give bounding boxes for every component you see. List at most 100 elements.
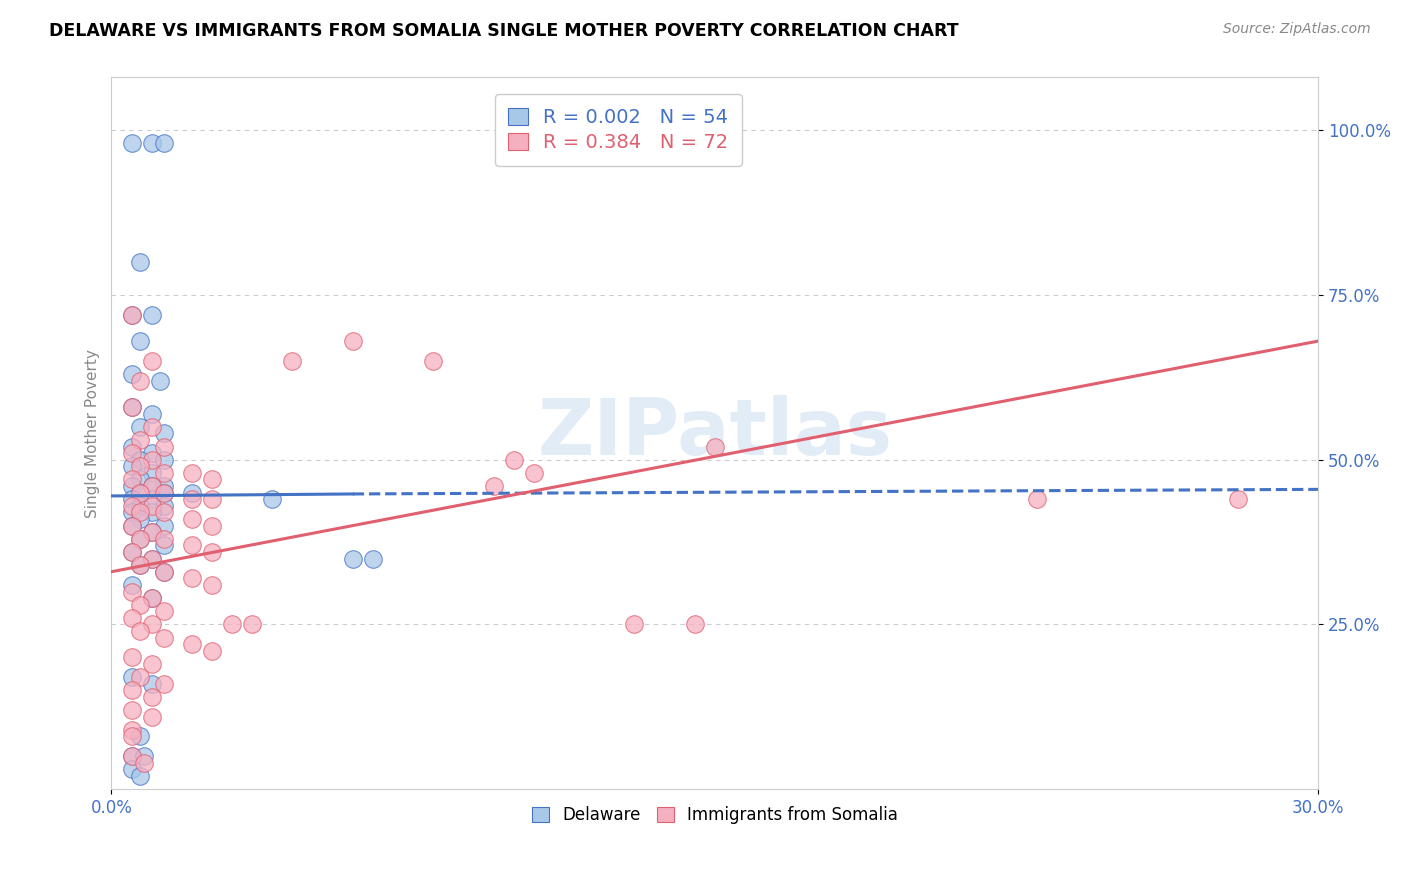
Point	[141, 710, 163, 724]
Point	[152, 565, 174, 579]
Point	[141, 466, 163, 480]
Point	[128, 485, 150, 500]
Point	[141, 446, 163, 460]
Point	[121, 400, 143, 414]
Point	[152, 518, 174, 533]
Point	[121, 683, 143, 698]
Point	[128, 670, 150, 684]
Point	[121, 611, 143, 625]
Point	[128, 558, 150, 573]
Point	[180, 492, 202, 507]
Point	[523, 466, 546, 480]
Point	[141, 591, 163, 606]
Point	[221, 617, 243, 632]
Point	[152, 565, 174, 579]
Point	[141, 677, 163, 691]
Point	[128, 459, 150, 474]
Point	[141, 407, 163, 421]
Point	[141, 452, 163, 467]
Point	[128, 532, 150, 546]
Point	[121, 400, 143, 414]
Point	[141, 617, 163, 632]
Text: Source: ZipAtlas.com: Source: ZipAtlas.com	[1223, 22, 1371, 37]
Point	[121, 473, 143, 487]
Point	[128, 730, 150, 744]
Point	[141, 525, 163, 540]
Point	[121, 730, 143, 744]
Point	[201, 545, 224, 559]
Point	[141, 354, 163, 368]
Point	[502, 452, 524, 467]
Point	[121, 446, 143, 460]
Point	[121, 499, 143, 513]
Point	[141, 479, 163, 493]
Point	[201, 473, 224, 487]
Point	[180, 512, 202, 526]
Point	[121, 440, 143, 454]
Point	[703, 440, 725, 454]
Point	[281, 354, 304, 368]
Point	[141, 505, 163, 519]
Point	[201, 578, 224, 592]
Point	[121, 308, 143, 322]
Point	[180, 485, 202, 500]
Point	[152, 136, 174, 151]
Point	[152, 631, 174, 645]
Point	[128, 598, 150, 612]
Point	[128, 433, 150, 447]
Point	[121, 479, 143, 493]
Point	[132, 756, 155, 770]
Point	[141, 591, 163, 606]
Point	[141, 308, 163, 322]
Point	[152, 452, 174, 467]
Point	[121, 763, 143, 777]
Text: DELAWARE VS IMMIGRANTS FROM SOMALIA SINGLE MOTHER POVERTY CORRELATION CHART: DELAWARE VS IMMIGRANTS FROM SOMALIA SING…	[49, 22, 959, 40]
Point	[152, 604, 174, 618]
Point	[152, 440, 174, 454]
Point	[128, 512, 150, 526]
Point	[141, 657, 163, 671]
Point	[128, 499, 150, 513]
Point	[141, 492, 163, 507]
Point	[623, 617, 645, 632]
Point	[141, 551, 163, 566]
Point	[128, 769, 150, 783]
Point	[128, 374, 150, 388]
Point	[152, 505, 174, 519]
Point	[128, 532, 150, 546]
Point	[152, 485, 174, 500]
Point	[121, 492, 143, 507]
Point	[128, 505, 150, 519]
Point	[121, 518, 143, 533]
Point	[128, 334, 150, 348]
Point	[121, 703, 143, 717]
Point	[121, 578, 143, 592]
Point	[121, 505, 143, 519]
Point	[180, 571, 202, 585]
Point	[342, 334, 364, 348]
Point	[180, 637, 202, 651]
Point	[152, 426, 174, 441]
Point	[240, 617, 263, 632]
Point	[121, 749, 143, 764]
Point	[141, 551, 163, 566]
Point	[128, 624, 150, 638]
Point	[121, 136, 143, 151]
Point	[152, 479, 174, 493]
Point	[121, 518, 143, 533]
Point	[262, 492, 284, 507]
Point	[121, 367, 143, 381]
Point	[141, 525, 163, 540]
Point	[121, 545, 143, 559]
Point	[201, 492, 224, 507]
Point	[121, 749, 143, 764]
Point	[152, 485, 174, 500]
Point	[141, 419, 163, 434]
Point	[342, 551, 364, 566]
Point	[152, 538, 174, 552]
Point	[128, 473, 150, 487]
Legend: Delaware, Immigrants from Somalia: Delaware, Immigrants from Somalia	[522, 797, 908, 834]
Y-axis label: Single Mother Poverty: Single Mother Poverty	[86, 349, 100, 517]
Point	[128, 558, 150, 573]
Point	[128, 485, 150, 500]
